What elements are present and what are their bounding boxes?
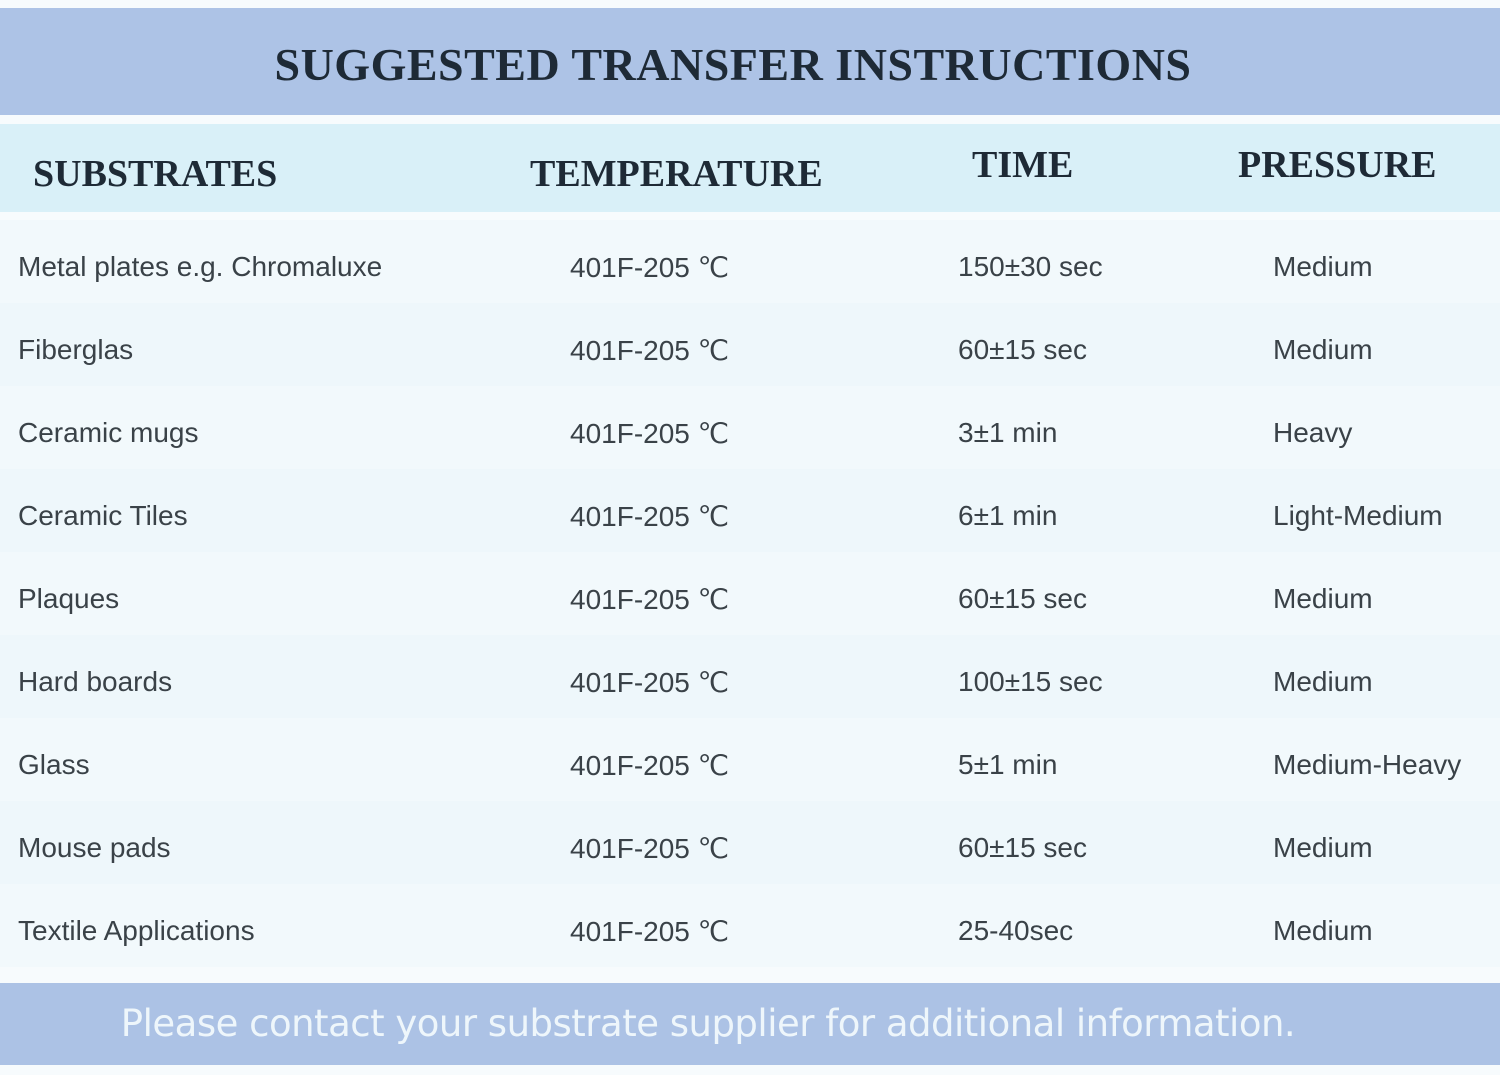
column-header-time: TIME: [972, 144, 1074, 186]
time-cell: 150±30 sec: [958, 251, 1103, 282]
page-title: SUGGESTED TRANSFER INSTRUCTIONS: [274, 39, 1192, 90]
time-cell: 60±15 sec: [958, 832, 1088, 863]
substrate-cell: Metal plates e.g. Chromaluxe: [18, 251, 383, 282]
table-row: Plaques 401F-205 ℃ 60±15 sec Medium: [0, 552, 1500, 635]
table-row: Fiberglas 401F-205 ℃ 60±15 sec Medium: [0, 303, 1500, 386]
time-cell: 3±1 min: [958, 417, 1058, 448]
substrate-cell: Fiberglas: [18, 334, 134, 365]
time-cell: 100±15 sec: [958, 666, 1103, 697]
temperature-cell: 401F-205 ℃: [570, 584, 730, 615]
time-cell: 6±1 min: [958, 500, 1058, 531]
pressure-cell: Medium: [1273, 334, 1373, 365]
pressure-cell: Medium: [1273, 832, 1373, 863]
table-row: Ceramic Tiles 401F-205 ℃ 6±1 min Light-Medi…: [0, 469, 1500, 552]
substrate-cell: Plaques: [18, 583, 120, 614]
time-cell: 60±15 sec: [958, 583, 1088, 614]
pressure-cell: Medium: [1273, 251, 1373, 282]
temperature-cell: 401F-205 ℃: [570, 667, 730, 698]
substrate-cell: Textile Applications: [18, 915, 255, 946]
time-cell: 5±1 min: [958, 749, 1058, 780]
time-cell: 25-40sec: [958, 915, 1074, 946]
temperature-cell: 401F-205 ℃: [570, 501, 730, 532]
temperature-cell: 401F-205 ℃: [570, 335, 730, 366]
substrate-cell: Glass: [18, 749, 90, 780]
pressure-cell: Heavy: [1273, 417, 1353, 448]
substrate-cell: Ceramic mugs: [18, 417, 199, 448]
pressure-cell: Medium: [1273, 583, 1373, 614]
temperature-cell: 401F-205 ℃: [570, 252, 730, 283]
table-row: Hard boards 401F-205 ℃ 100±15 sec Medium: [0, 635, 1500, 718]
substrate-cell: Hard boards: [18, 666, 173, 697]
pressure-cell: Medium: [1273, 666, 1373, 697]
table-row: Metal plates e.g. Chromaluxe 401F-205 ℃ 15…: [0, 220, 1500, 303]
time-cell: 60±15 sec: [958, 334, 1088, 365]
table-header: [0, 124, 1500, 212]
column-header-temperature: TEMPERATURE: [530, 153, 823, 195]
pressure-cell: Medium: [1273, 915, 1373, 946]
substrate-cell: Mouse pads: [18, 832, 171, 863]
footer-note: Please contact your substrate supplier f…: [120, 1002, 1296, 1045]
temperature-cell: 401F-205 ℃: [570, 418, 730, 449]
temperature-cell: 401F-205 ℃: [570, 916, 730, 947]
column-header-pressure: PRESSURE: [1238, 144, 1437, 186]
footer-band: [0, 983, 1500, 1065]
column-header-substrates: SUBSTRATES: [33, 153, 278, 195]
table-row: Glass 401F-205 ℃ 5±1 min Medium-Heavy: [0, 718, 1500, 801]
pressure-cell: Light-Medium: [1273, 500, 1443, 531]
title-band: [0, 8, 1500, 115]
table-row: Textile Applications 401F-205 ℃ 25-40sec Me…: [0, 884, 1500, 967]
table-body: Metal plates e.g. Chromaluxe 401F-205 ℃ 15…: [0, 220, 1500, 967]
pressure-cell: Medium-Heavy: [1273, 749, 1462, 780]
temperature-cell: 401F-205 ℃: [570, 833, 730, 864]
temperature-cell: 401F-205 ℃: [570, 750, 730, 781]
table-row: Ceramic mugs 401F-205 ℃ 3±1 min Heavy: [0, 386, 1500, 469]
substrate-cell: Ceramic Tiles: [18, 500, 188, 531]
table-row: Mouse pads 401F-205 ℃ 60±15 sec Medium: [0, 801, 1500, 884]
